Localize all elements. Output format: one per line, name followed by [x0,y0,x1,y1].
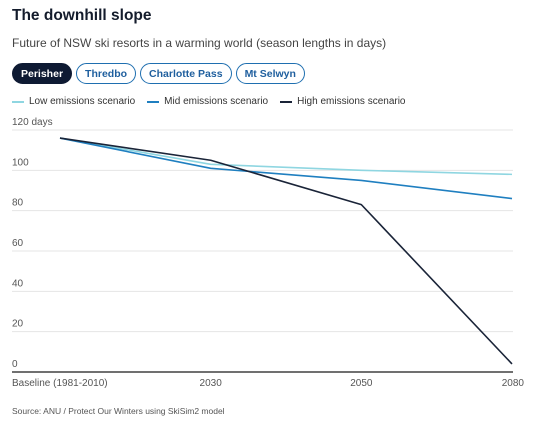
series-line-low [59,137,513,176]
y-tick-label-20: 20 [12,319,24,330]
chart-title: The downhill slope [12,7,152,24]
y-tick-label-80: 80 [12,198,24,209]
x-tick-label-1: 2030 [200,378,223,389]
legend-item-mid: Mid emissions scenario [147,96,268,107]
chart-subtitle: Future of NSW ski resorts in a warming w… [12,36,387,50]
resort-tabs: Perisher Thredbo Charlotte Pass Mt Selwy… [12,63,305,84]
x-tick-label-2: 2050 [350,378,373,389]
legend-swatch-high [280,100,293,103]
y-tick-label-120: 120 days [12,117,53,128]
source-note: Source: ANU / Protect Our Winters using … [12,406,225,416]
legend-label-high: High emissions scenario [297,96,406,107]
legend-swatch-mid [147,100,160,103]
legend-label-mid: Mid emissions scenario [164,96,269,107]
tab-perisher[interactable]: Perisher [12,63,73,84]
tab-thredbo[interactable]: Thredbo [76,63,137,84]
y-tick-label-60: 60 [12,238,24,249]
legend-label-low: Low emissions scenario [29,96,136,107]
y-tick-label-0: 0 [12,359,18,370]
y-tick-label-100: 100 [12,157,29,168]
x-tick-label-3: 2080 [502,378,525,389]
series-line-mid [59,137,513,200]
tab-charlotte-pass[interactable]: Charlotte Pass [140,63,232,84]
legend-item-low: Low emissions scenario [12,96,135,107]
legend-swatch-low [12,100,24,103]
tab-mt-selwyn[interactable]: Mt Selwyn [235,63,305,84]
legend-item-high: High emissions scenario [280,96,406,107]
x-tick-label-0: Baseline (1981-2010) [12,378,108,389]
chart-legend: Low emissions scenario Mid emissions sce… [12,96,406,107]
y-tick-label-40: 40 [12,278,24,289]
series-line-high [59,137,513,365]
